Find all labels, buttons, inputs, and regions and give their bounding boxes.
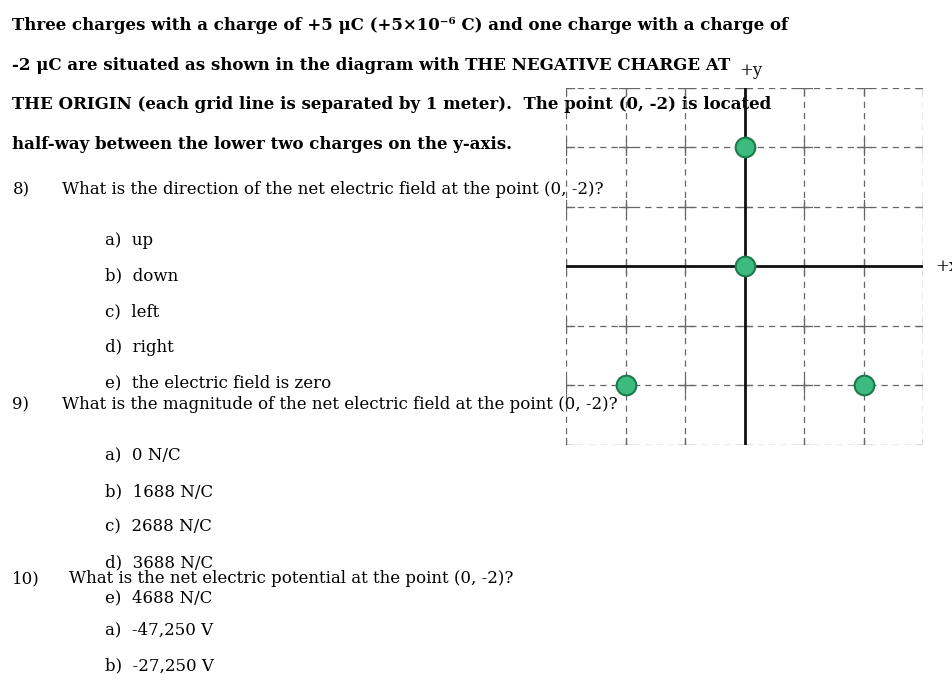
Text: d)  right: d) right	[105, 339, 173, 356]
Point	[618, 380, 633, 391]
Text: e)  the electric field is zero: e) the electric field is zero	[105, 374, 331, 391]
Text: 10): 10)	[12, 570, 40, 587]
Point	[737, 142, 752, 153]
Text: e)  4688 N/C: e) 4688 N/C	[105, 589, 212, 607]
Text: THE ORIGIN (each grid line is separated by 1 meter).  The point (0, -2) is locat: THE ORIGIN (each grid line is separated …	[12, 96, 772, 113]
Text: What is the magnitude of the net electric field at the point (0, -2)?: What is the magnitude of the net electri…	[62, 396, 618, 413]
Point	[856, 380, 871, 391]
Text: What is the net electric potential at the point (0, -2)?: What is the net electric potential at th…	[69, 570, 513, 587]
Text: +x: +x	[935, 258, 952, 275]
Text: 9): 9)	[12, 396, 30, 413]
Point	[737, 261, 752, 272]
Text: d)  3688 N/C: d) 3688 N/C	[105, 554, 213, 571]
Text: b)  -27,250 V: b) -27,250 V	[105, 657, 213, 674]
Text: 8): 8)	[12, 181, 30, 198]
Text: b)  1688 N/C: b) 1688 N/C	[105, 483, 213, 500]
Text: c)  left: c) left	[105, 303, 159, 320]
Text: a)  -47,250 V: a) -47,250 V	[105, 622, 213, 639]
Text: +y: +y	[740, 62, 763, 79]
Text: a)  0 N/C: a) 0 N/C	[105, 447, 180, 464]
Text: c)  2688 N/C: c) 2688 N/C	[105, 518, 211, 535]
Text: half-way between the lower two charges on the y-axis.: half-way between the lower two charges o…	[12, 136, 512, 153]
Text: b)  down: b) down	[105, 268, 178, 285]
Text: What is the direction of the net electric field at the point (0, -2)?: What is the direction of the net electri…	[62, 181, 604, 198]
Text: -2 μC are situated as shown in the diagram with THE NEGATIVE CHARGE AT: -2 μC are situated as shown in the diagr…	[12, 57, 730, 74]
Text: Three charges with a charge of +5 μC (+5×10⁻⁶ C) and one charge with a charge of: Three charges with a charge of +5 μC (+5…	[12, 17, 788, 34]
Text: a)  up: a) up	[105, 232, 153, 249]
